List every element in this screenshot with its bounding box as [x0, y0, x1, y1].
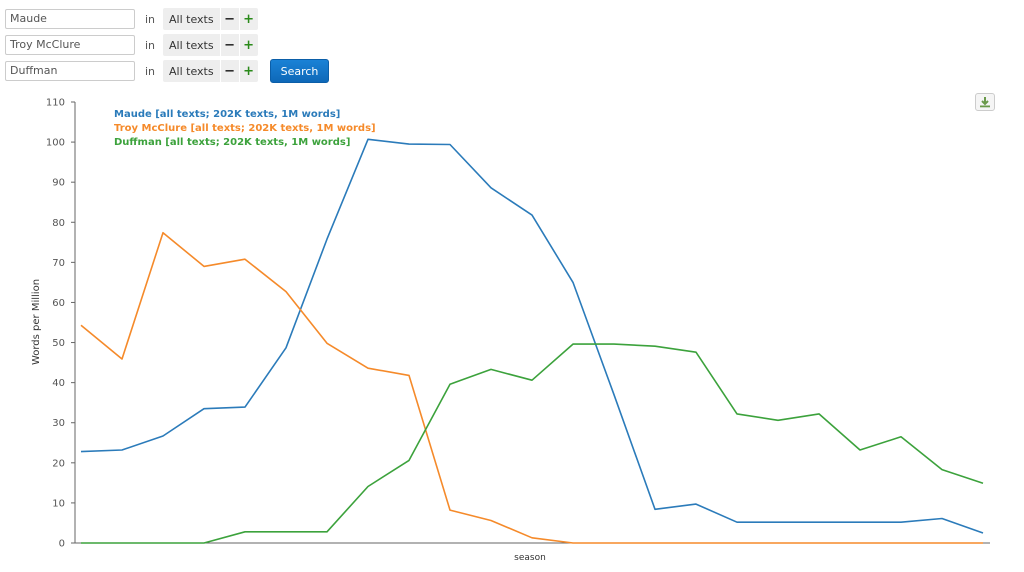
chart-legend: Maude [all texts; 202K texts, 1M words] T…	[114, 109, 376, 148]
y-tick-label: 40	[52, 378, 65, 389]
add-query-button[interactable]: +	[238, 8, 258, 30]
remove-query-button[interactable]: −	[219, 8, 239, 30]
y-tick-label: 50	[52, 338, 65, 349]
corpus-label[interactable]: All texts	[169, 12, 214, 26]
y-tick-label: 110	[46, 98, 65, 109]
query-row-2: Troy McClure in All texts − +	[5, 34, 258, 56]
search-term-input[interactable]: Troy McClure	[5, 35, 135, 55]
query-row-3: Duffman in All texts − + Search	[5, 59, 330, 83]
series-line	[80, 138, 984, 534]
x-axis-label: season	[514, 553, 546, 563]
search-term-input[interactable]: Duffman	[5, 61, 135, 81]
in-label: in	[145, 12, 156, 26]
add-query-button[interactable]: +	[238, 60, 258, 82]
corpus-selector[interactable]: All texts − +	[163, 8, 258, 30]
in-label: in	[145, 64, 156, 78]
y-tick-label: 30	[52, 418, 65, 429]
y-tick-label: 80	[52, 218, 65, 229]
series-line	[81, 343, 984, 544]
legend-entry: Troy McClure [all texts; 202K texts, 1M …	[114, 123, 376, 134]
y-tick-label: 70	[52, 258, 65, 269]
remove-query-button[interactable]: −	[219, 60, 239, 82]
y-axis-label: Words per Million	[31, 279, 42, 365]
y-tick-label: 100	[46, 138, 65, 149]
legend-entry: Maude [all texts; 202K texts, 1M words]	[114, 109, 340, 120]
corpus-label[interactable]: All texts	[169, 38, 214, 52]
download-icon	[980, 97, 990, 108]
legend-entry: Duffman [all texts; 202K texts, 1M words…	[114, 137, 350, 148]
y-tick-label: 10	[52, 498, 65, 509]
chart-lines	[80, 138, 984, 544]
corpus-selector[interactable]: All texts − +	[163, 34, 258, 56]
y-tick-label: 60	[52, 298, 65, 309]
y-axis: 0 10 20 30 40 50 60 70 80 90 100 110	[46, 98, 990, 550]
in-label: in	[145, 38, 156, 52]
add-query-button[interactable]: +	[238, 34, 258, 56]
corpus-label[interactable]: All texts	[169, 64, 214, 78]
search-button[interactable]: Search	[269, 59, 330, 83]
remove-query-button[interactable]: −	[219, 34, 239, 56]
download-button[interactable]	[975, 93, 995, 111]
y-tick-label: 20	[52, 458, 65, 469]
search-term-input[interactable]: Maude	[5, 9, 135, 29]
corpus-selector[interactable]: All texts − +	[163, 60, 258, 82]
series-line	[80, 231, 983, 544]
y-tick-label: 0	[59, 539, 65, 550]
query-row-1: Maude in All texts − +	[5, 8, 258, 30]
y-tick-label: 90	[52, 178, 65, 189]
